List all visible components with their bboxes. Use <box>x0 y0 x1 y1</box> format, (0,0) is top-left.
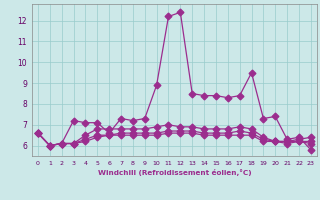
X-axis label: Windchill (Refroidissement éolien,°C): Windchill (Refroidissement éolien,°C) <box>98 169 251 176</box>
